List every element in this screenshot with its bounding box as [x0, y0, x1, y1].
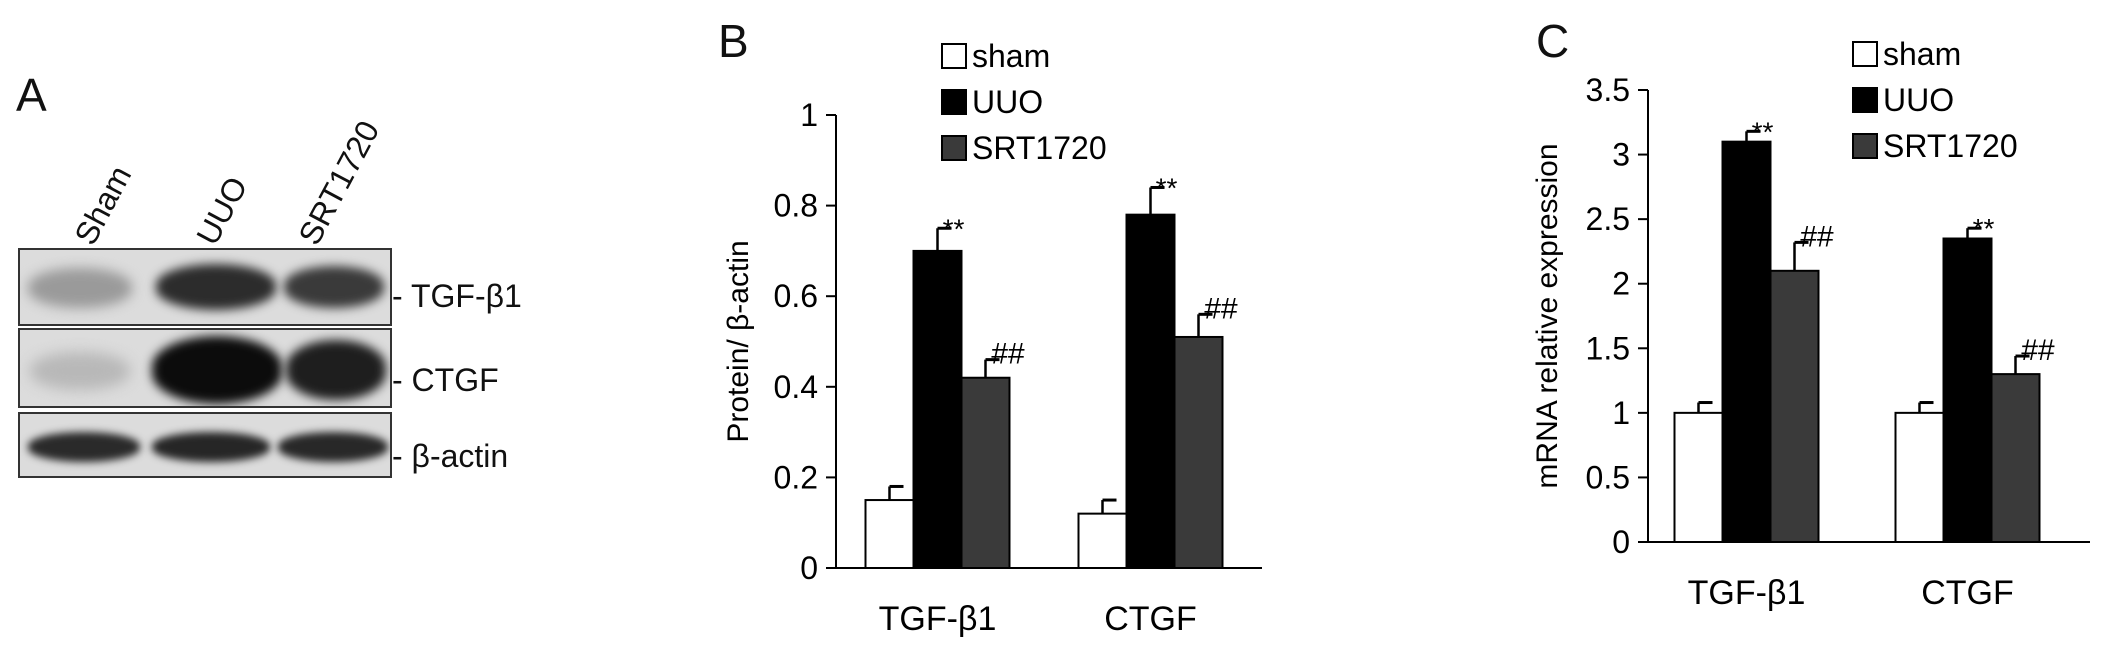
legend-label: sham: [972, 38, 1050, 74]
bar: [960, 376, 1011, 569]
legend-swatch: [941, 43, 967, 69]
legend-label: SRT1720: [972, 130, 1107, 166]
bar: [1077, 512, 1128, 570]
western-blot: [18, 248, 392, 480]
panel-a-letter: A: [16, 69, 47, 121]
blot-row-label-ctgf: - CTGF: [392, 362, 499, 398]
blot-row-tgf-b1: [18, 248, 392, 326]
significance-label: **: [1156, 172, 1178, 203]
blot-band: [28, 432, 140, 462]
blot-band: [152, 336, 282, 404]
panel-c-letter: C: [1536, 15, 1570, 67]
significance-label: ##: [991, 338, 1025, 371]
bar: [912, 249, 963, 569]
panel-b-letter: B: [718, 15, 749, 67]
significance-label: ##: [1204, 292, 1238, 325]
blot-band: [286, 340, 386, 400]
legend-swatch: [941, 135, 967, 161]
y-tick-label: 0.4: [774, 369, 818, 405]
blot-band: [30, 352, 130, 390]
blot-row-label-b-actin: - β-actin: [392, 438, 509, 474]
blot-band: [284, 266, 384, 308]
blot-row-ctgf: [18, 328, 392, 408]
y-tick-label: 0.2: [774, 459, 818, 495]
x-tick-label: TGF-β1: [879, 600, 997, 638]
blot-band: [156, 264, 276, 310]
y-tick-label: 0.8: [774, 188, 818, 224]
bar: [864, 499, 915, 569]
y-tick-label: 0.6: [774, 278, 818, 314]
blot-band: [152, 432, 270, 462]
y-axis-label: Protein/ β-actin: [722, 240, 755, 442]
bar: [1125, 213, 1176, 569]
blot-band: [278, 432, 388, 462]
blot-row-label-tgf-b1: - TGF-β1: [392, 278, 522, 314]
legend-label: UUO: [972, 84, 1043, 120]
y-tick-label: 0: [800, 550, 818, 586]
x-tick-label: CTGF: [1104, 600, 1197, 638]
legend-swatch: [941, 89, 967, 115]
bar: [1173, 335, 1224, 569]
y-tick-label: 1: [800, 97, 818, 133]
blot-band: [28, 268, 132, 308]
significance-label: **: [943, 213, 965, 244]
blot-row-b-actin: [18, 412, 392, 478]
